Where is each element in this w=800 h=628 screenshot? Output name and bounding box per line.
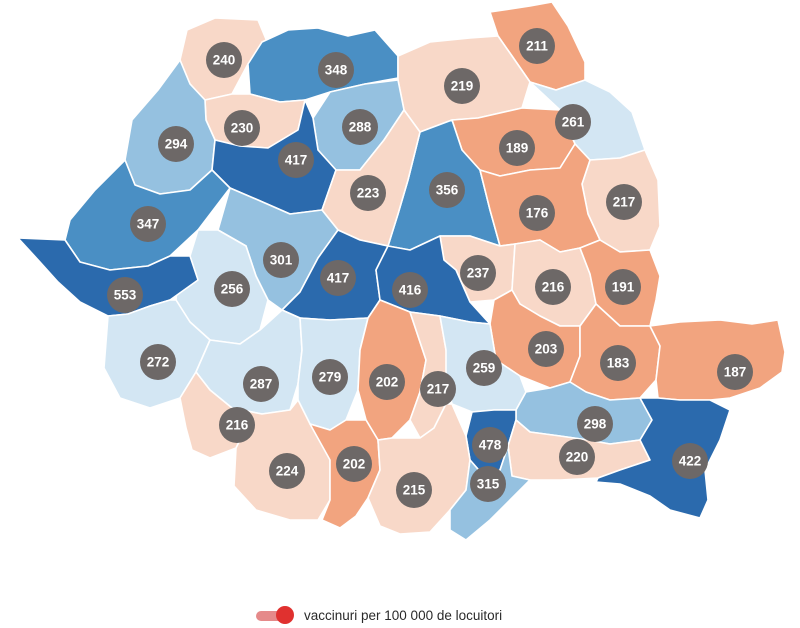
- county-value-marker: 216: [535, 269, 571, 305]
- county-value-label: 216: [226, 418, 249, 433]
- legend-toggle-track: [256, 611, 286, 621]
- county-value-label: 217: [427, 382, 450, 397]
- county-value-label: 220: [566, 450, 589, 465]
- county-value-marker: 219: [444, 68, 480, 104]
- county-value-marker: 279: [312, 359, 348, 395]
- county-value-label: 298: [584, 417, 607, 432]
- county-value-label: 315: [477, 477, 500, 492]
- county-value-label: 348: [325, 63, 348, 78]
- county-value-label: 356: [436, 183, 459, 198]
- county-value-marker: 261: [555, 104, 591, 140]
- county-value-label: 301: [270, 253, 293, 268]
- county-value-marker: 187: [717, 354, 753, 390]
- romania-county-map: 240 348 211 219 230 288 261 294 417 189 …: [17, 1, 786, 541]
- county-value-marker: 216: [219, 407, 255, 443]
- county-value-marker: 416: [392, 272, 428, 308]
- county-region[interactable]: [367, 403, 471, 535]
- county-value-label: 223: [357, 186, 380, 201]
- county-value-marker: 183: [600, 345, 636, 381]
- county-value-label: 553: [114, 288, 137, 303]
- map-legend: vaccinuri per 100 000 de locuitori: [256, 604, 502, 626]
- county-value-label: 287: [250, 377, 273, 392]
- county-value-marker: 417: [320, 260, 356, 296]
- county-value-label: 288: [349, 120, 372, 135]
- county-value-marker: 347: [130, 206, 166, 242]
- county-value-label: 237: [467, 266, 490, 281]
- county-value-label: 176: [526, 206, 549, 221]
- county-region[interactable]: [649, 319, 786, 401]
- county-value-marker: 298: [577, 406, 613, 442]
- county-value-label: 224: [276, 464, 299, 479]
- legend-toggle-knob[interactable]: [276, 606, 294, 624]
- county-value-marker: 224: [269, 453, 305, 489]
- county-value-marker: 220: [559, 439, 595, 475]
- county-value-label: 240: [213, 53, 236, 68]
- county-value-marker: 287: [243, 366, 279, 402]
- county-value-marker: 240: [206, 42, 242, 78]
- county-value-label: 272: [147, 355, 170, 370]
- county-value-marker: 348: [318, 52, 354, 88]
- county-value-marker: 203: [528, 331, 564, 367]
- county-value-marker: 553: [107, 277, 143, 313]
- county-value-label: 294: [165, 137, 188, 152]
- county-markers: 240 348 211 219 230 288 261 294 417 189 …: [107, 28, 753, 508]
- county-value-label: 256: [221, 282, 244, 297]
- county-value-marker: 189: [499, 130, 535, 166]
- county-value-label: 416: [399, 283, 422, 298]
- county-value-marker: 422: [672, 443, 708, 479]
- county-value-label: 187: [724, 365, 747, 380]
- county-region[interactable]: [17, 237, 199, 317]
- county-value-marker: 202: [336, 446, 372, 482]
- county-value-marker: 417: [278, 142, 314, 178]
- county-value-marker: 202: [369, 364, 405, 400]
- county-shapes: [17, 1, 786, 541]
- county-value-marker: 301: [263, 242, 299, 278]
- county-value-marker: 256: [214, 271, 250, 307]
- county-value-label: 216: [542, 280, 565, 295]
- county-value-marker: 294: [158, 126, 194, 162]
- county-value-label: 259: [473, 361, 496, 376]
- county-value-label: 417: [285, 153, 308, 168]
- county-value-marker: 230: [224, 110, 260, 146]
- county-value-marker: 237: [460, 255, 496, 291]
- county-value-marker: 356: [429, 172, 465, 208]
- county-value-marker: 478: [472, 427, 508, 463]
- county-value-label: 230: [231, 121, 254, 136]
- county-value-label: 183: [607, 356, 630, 371]
- county-value-label: 191: [612, 280, 635, 295]
- county-value-label: 219: [451, 79, 474, 94]
- county-value-label: 203: [535, 342, 558, 357]
- legend-toggle[interactable]: [256, 606, 294, 624]
- county-value-label: 211: [526, 39, 548, 54]
- county-value-marker: 223: [350, 175, 386, 211]
- county-value-label: 261: [562, 115, 585, 130]
- county-value-label: 417: [327, 271, 350, 286]
- county-value-label: 217: [613, 195, 636, 210]
- county-value-marker: 288: [342, 109, 378, 145]
- county-value-marker: 191: [605, 269, 641, 305]
- county-value-marker: 176: [519, 195, 555, 231]
- county-value-marker: 315: [470, 466, 506, 502]
- county-value-marker: 217: [606, 184, 642, 220]
- legend-label: vaccinuri per 100 000 de locuitori: [304, 607, 503, 623]
- county-value-marker: 259: [466, 350, 502, 386]
- county-value-marker: 272: [140, 344, 176, 380]
- county-value-label: 347: [137, 217, 160, 232]
- county-value-label: 202: [376, 375, 399, 390]
- county-value-label: 215: [403, 483, 426, 498]
- county-value-marker: 217: [420, 371, 456, 407]
- county-region[interactable]: [595, 397, 731, 519]
- county-value-label: 279: [319, 370, 342, 385]
- county-value-label: 189: [506, 141, 529, 156]
- county-value-label: 422: [679, 454, 702, 469]
- county-value-marker: 211: [519, 28, 555, 64]
- county-value-label: 478: [479, 438, 502, 453]
- county-value-marker: 215: [396, 472, 432, 508]
- county-value-label: 202: [343, 457, 366, 472]
